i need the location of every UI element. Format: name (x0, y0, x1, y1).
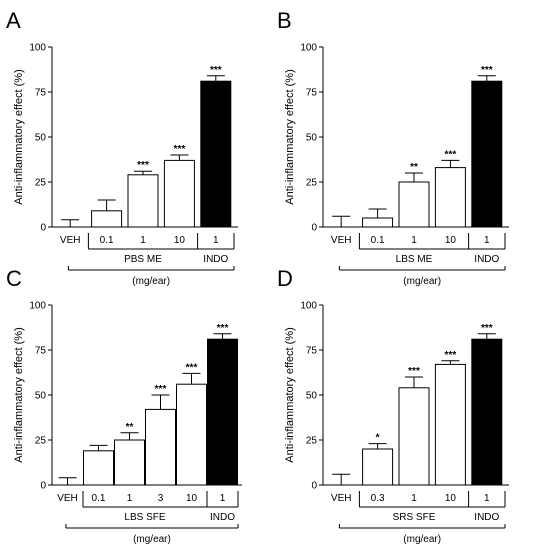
bar (91, 210, 123, 228)
y-tick-label: 50 (306, 391, 318, 402)
x-tick-label: VEH (331, 493, 352, 504)
y-tick-label: 0 (40, 481, 46, 492)
y-tick-label: 25 (306, 436, 318, 447)
bar (471, 80, 503, 228)
bar (207, 338, 238, 486)
y-tick-label: 0 (311, 481, 317, 492)
x-tick-label: 0.1 (92, 493, 106, 504)
y-tick-label: 75 (306, 346, 318, 357)
x-tick-label: 1 (213, 235, 219, 246)
x-tick-label: VEH (331, 235, 352, 246)
bar (362, 217, 394, 228)
bar (176, 383, 207, 486)
significance-marker: *** (217, 323, 229, 334)
significance-marker: *** (445, 149, 457, 160)
panel-letter: A (6, 8, 21, 33)
significance-marker: *** (408, 366, 420, 377)
x-tick-label: 10 (186, 493, 198, 504)
panel-letter: B (277, 8, 292, 33)
x-tick-label: 3 (158, 493, 164, 504)
x-tick-label: VEH (60, 235, 81, 246)
y-tick-label: 75 (35, 346, 47, 357)
panel-letter: D (277, 266, 293, 291)
y-tick-label: 100 (29, 301, 46, 312)
unit-label: (mg/ear) (132, 276, 170, 287)
group-label-test: PBS ME (124, 254, 162, 265)
y-tick-label: 25 (306, 178, 318, 189)
significance-marker: *** (137, 160, 149, 171)
y-axis-label: Anti-inflammatory effect (%) (13, 327, 25, 463)
significance-marker: ** (126, 422, 134, 433)
x-tick-label: 10 (445, 235, 457, 246)
panel-letter: C (6, 266, 22, 291)
x-tick-label: 1 (411, 493, 417, 504)
group-label-test: SRS SFE (393, 512, 436, 523)
x-tick-label: 10 (174, 235, 186, 246)
bar (434, 167, 466, 228)
unit-label: (mg/ear) (133, 534, 171, 545)
x-tick-label: 10 (445, 493, 457, 504)
x-tick-label: 1 (484, 235, 490, 246)
y-axis-label: Anti-inflammatory effect (%) (13, 69, 25, 205)
significance-marker: *** (210, 65, 222, 76)
y-axis-label: Anti-inflammatory effect (%) (284, 327, 296, 463)
bar (114, 439, 145, 486)
x-tick-label: 0.3 (371, 493, 385, 504)
y-tick-label: 0 (311, 223, 317, 234)
bar (200, 80, 232, 228)
x-tick-label: 0.1 (100, 235, 114, 246)
significance-marker: *** (186, 362, 198, 373)
significance-marker: *** (481, 65, 493, 76)
significance-marker: *** (481, 323, 493, 334)
group-label-test: LBS SFE (124, 512, 165, 523)
x-tick-label: 1 (140, 235, 146, 246)
y-tick-label: 75 (35, 88, 47, 99)
bar (127, 174, 159, 228)
bar (362, 448, 394, 486)
group-label-ref: INDO (203, 254, 228, 265)
y-axis-label: Anti-inflammatory effect (%) (284, 69, 296, 205)
group-label-ref: INDO (474, 512, 499, 523)
y-tick-label: 25 (35, 178, 47, 189)
unit-label: (mg/ear) (403, 276, 441, 287)
y-tick-label: 50 (35, 391, 47, 402)
chart-panel-a: A 0 25 50 75 100 Anti-inflammatory effect (%) V… (6, 8, 238, 287)
y-tick-label: 50 (306, 133, 318, 144)
bar (83, 450, 114, 486)
y-tick-label: 50 (35, 133, 47, 144)
significance-marker: ** (410, 162, 418, 173)
x-tick-label: 1 (127, 493, 133, 504)
bar (398, 181, 430, 228)
y-tick-label: 0 (40, 223, 46, 234)
bar (163, 159, 195, 228)
y-tick-label: 75 (306, 88, 318, 99)
y-tick-label: 100 (300, 301, 317, 312)
y-tick-label: 100 (29, 43, 46, 54)
significance-marker: *** (155, 384, 167, 395)
group-label-test: LBS ME (396, 254, 433, 265)
bar (145, 408, 176, 486)
group-label-ref: INDO (474, 254, 499, 265)
y-tick-label: 25 (35, 436, 47, 447)
unit-label: (mg/ear) (403, 534, 441, 545)
bar (398, 387, 430, 486)
bar (434, 363, 466, 486)
x-tick-label: 1 (411, 235, 417, 246)
y-tick-label: 100 (300, 43, 317, 54)
chart-panel-b: B 0 25 50 75 100 Anti-inflammatory effect (%) V… (277, 8, 509, 287)
x-tick-label: 1 (220, 493, 226, 504)
x-tick-label: 1 (484, 493, 490, 504)
group-label-ref: INDO (210, 512, 235, 523)
chart-panel-c: C 0 25 50 75 100 Anti-inflammatory effect (%) V… (6, 266, 242, 545)
significance-marker: *** (174, 144, 186, 155)
significance-marker: *** (445, 350, 457, 361)
x-tick-label: 0.1 (371, 235, 385, 246)
chart-panel-d: D 0 25 50 75 100 Anti-inflammatory effect (%) V… (277, 266, 509, 545)
significance-marker: * (376, 433, 380, 444)
bar (471, 338, 503, 486)
x-tick-label: VEH (57, 493, 78, 504)
